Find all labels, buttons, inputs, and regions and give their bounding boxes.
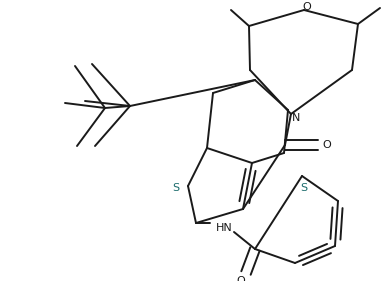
Text: N: N	[292, 113, 300, 123]
Text: O: O	[323, 140, 331, 150]
Text: HN: HN	[216, 223, 232, 233]
Text: S: S	[173, 183, 179, 193]
Text: O: O	[303, 2, 312, 12]
Text: S: S	[300, 183, 308, 193]
Text: O: O	[237, 276, 245, 281]
